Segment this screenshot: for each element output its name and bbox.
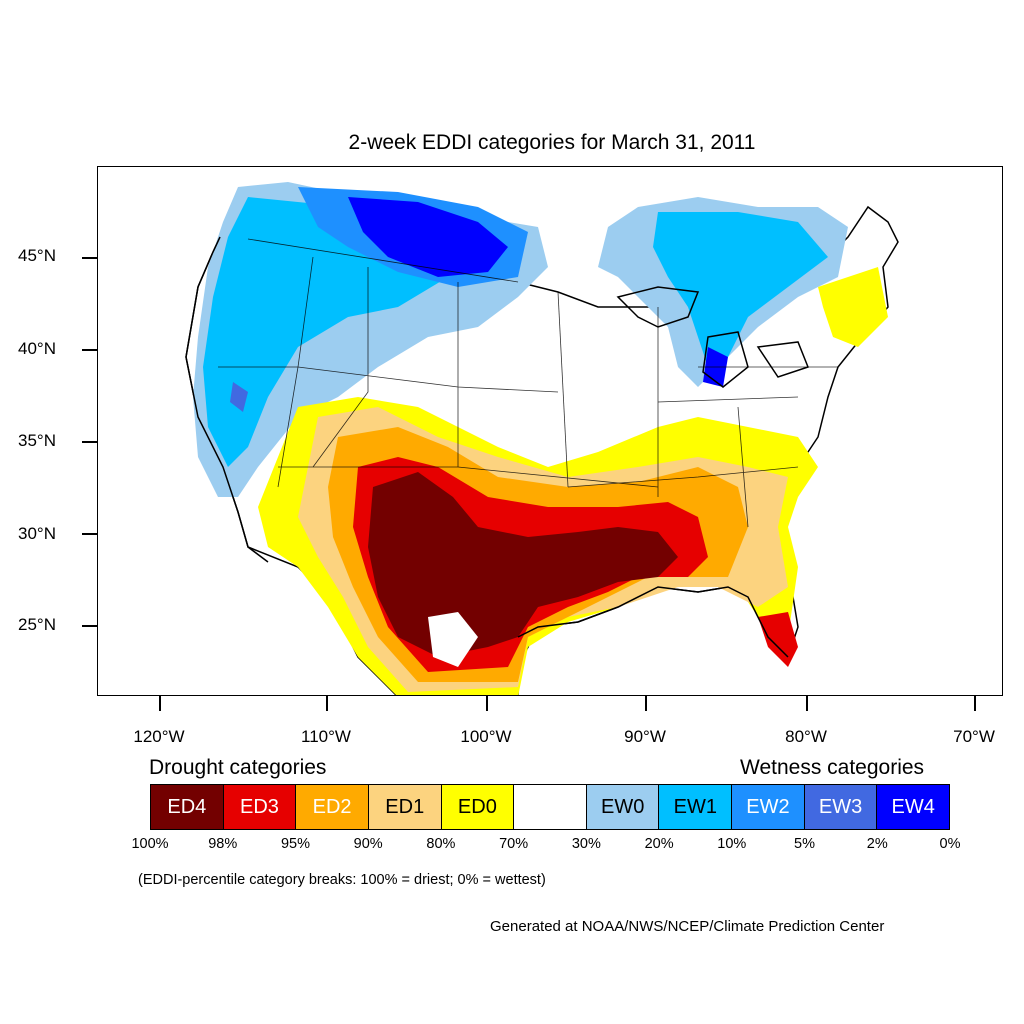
- gulf-coast: [517, 586, 789, 658]
- lon-tick: [645, 696, 647, 711]
- lat-tick: [82, 441, 97, 443]
- lat-tick: [82, 625, 97, 627]
- lon-label-70: 70°W: [953, 727, 995, 746]
- lon-tick: [159, 696, 161, 711]
- legend-box-ew1: EW1: [659, 785, 733, 829]
- legend-break-label: 80%: [426, 836, 456, 852]
- legend-box-ew3: EW3: [804, 785, 878, 829]
- wetness-categories-heading: Wetness categories: [740, 756, 925, 779]
- eddi-map: [185, 182, 899, 695]
- drought-northeast: [818, 267, 888, 347]
- drought-ed4: [368, 472, 678, 657]
- lon-label-100: 100°W: [460, 727, 512, 746]
- lat-label-30: 30°N: [18, 524, 56, 543]
- lon-label-90: 90°W: [624, 727, 666, 746]
- legend-break-label: 5%: [794, 836, 816, 852]
- wet-cali: [230, 382, 248, 412]
- map-title: 2-week EDDI categories for March 31, 201…: [348, 131, 756, 154]
- drought-mexico-white: [428, 612, 478, 667]
- lon-label-110: 110°W: [301, 727, 351, 746]
- lon-tick: [806, 696, 808, 711]
- lat-label-40: 40°N: [18, 339, 56, 358]
- wet-montana-core: [348, 197, 508, 277]
- legend-box-ew4: EW4: [877, 785, 950, 829]
- drought-categories-heading: Drought categories: [149, 756, 327, 779]
- lat-label-35: 35°N: [18, 431, 56, 450]
- legend-break-label: 70%: [499, 836, 529, 852]
- legend-break-label: 20%: [644, 836, 674, 852]
- legend-break-label: 10%: [717, 836, 747, 852]
- coastline: [185, 236, 269, 563]
- wet-great-lakes-mid: [653, 212, 828, 367]
- lat-tick: [82, 349, 97, 351]
- legend-box-normal: [514, 785, 587, 829]
- lon-tick: [326, 696, 328, 711]
- lat-tick: [82, 257, 97, 259]
- legend-box-ed3: ED3: [223, 785, 297, 829]
- credit-line: Generated at NOAA/NWS/NCEP/Climate Predi…: [490, 918, 885, 935]
- category-legend: ED4 ED3 ED2 ED1 ED0 EW0 EW1 EW2 EW3 EW4: [150, 784, 950, 830]
- lon-tick: [486, 696, 488, 711]
- legend-break-label: 90%: [353, 836, 383, 852]
- map-area: [97, 166, 1003, 696]
- legend-break-label: 30%: [571, 836, 601, 852]
- lat-tick: [82, 533, 97, 535]
- drought-florida: [758, 612, 798, 667]
- legend-box-ed4: ED4: [151, 785, 224, 829]
- legend-box-ed0: ED0: [441, 785, 515, 829]
- lat-label-25: 25°N: [18, 615, 56, 634]
- legend-break-label: 95%: [280, 836, 310, 852]
- legend-box-ed2: ED2: [296, 785, 369, 829]
- lon-tick: [974, 696, 976, 711]
- legend-break-label: 100%: [131, 836, 169, 852]
- legend-break-label: 98%: [208, 836, 238, 852]
- lon-label-80: 80°W: [785, 727, 827, 746]
- state-boundaries: [218, 238, 838, 528]
- great-lakes-outline: [616, 286, 809, 388]
- legend-box-ew0: EW0: [586, 785, 660, 829]
- legend-box-ew2: EW2: [732, 785, 805, 829]
- lon-label-120: 120°W: [133, 727, 185, 746]
- legend-box-ed1: ED1: [368, 785, 442, 829]
- lat-label-45: 45°N: [18, 246, 56, 265]
- category-note: (EDDI-percentile category breaks: 100% =…: [138, 872, 546, 888]
- legend-break-label: 2%: [866, 836, 888, 852]
- legend-break-label: 0%: [939, 836, 961, 852]
